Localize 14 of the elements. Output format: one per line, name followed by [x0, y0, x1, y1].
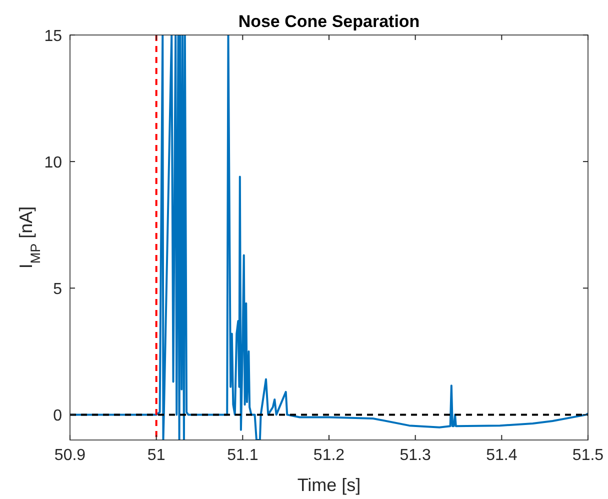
x-tick-label: 51.3: [400, 447, 432, 464]
y-tick-label: 15: [44, 28, 62, 45]
y-tick-label: 10: [44, 154, 62, 172]
x-tick-label: 51.5: [572, 447, 604, 464]
y-tick-label: 0: [53, 408, 62, 425]
line-series: [70, 35, 588, 440]
x-tick-label: 51.4: [486, 447, 518, 464]
y-tick-label: 5: [53, 281, 62, 298]
x-tick-label: 51: [147, 447, 166, 464]
chart-title: Nose Cone Separation: [238, 12, 420, 31]
x-tick-label: 50.9: [54, 447, 86, 464]
x-axis-title: Time [s]: [297, 475, 361, 495]
x-tick-label: 51.2: [313, 447, 345, 464]
x-tick-label: 51.1: [227, 447, 258, 464]
